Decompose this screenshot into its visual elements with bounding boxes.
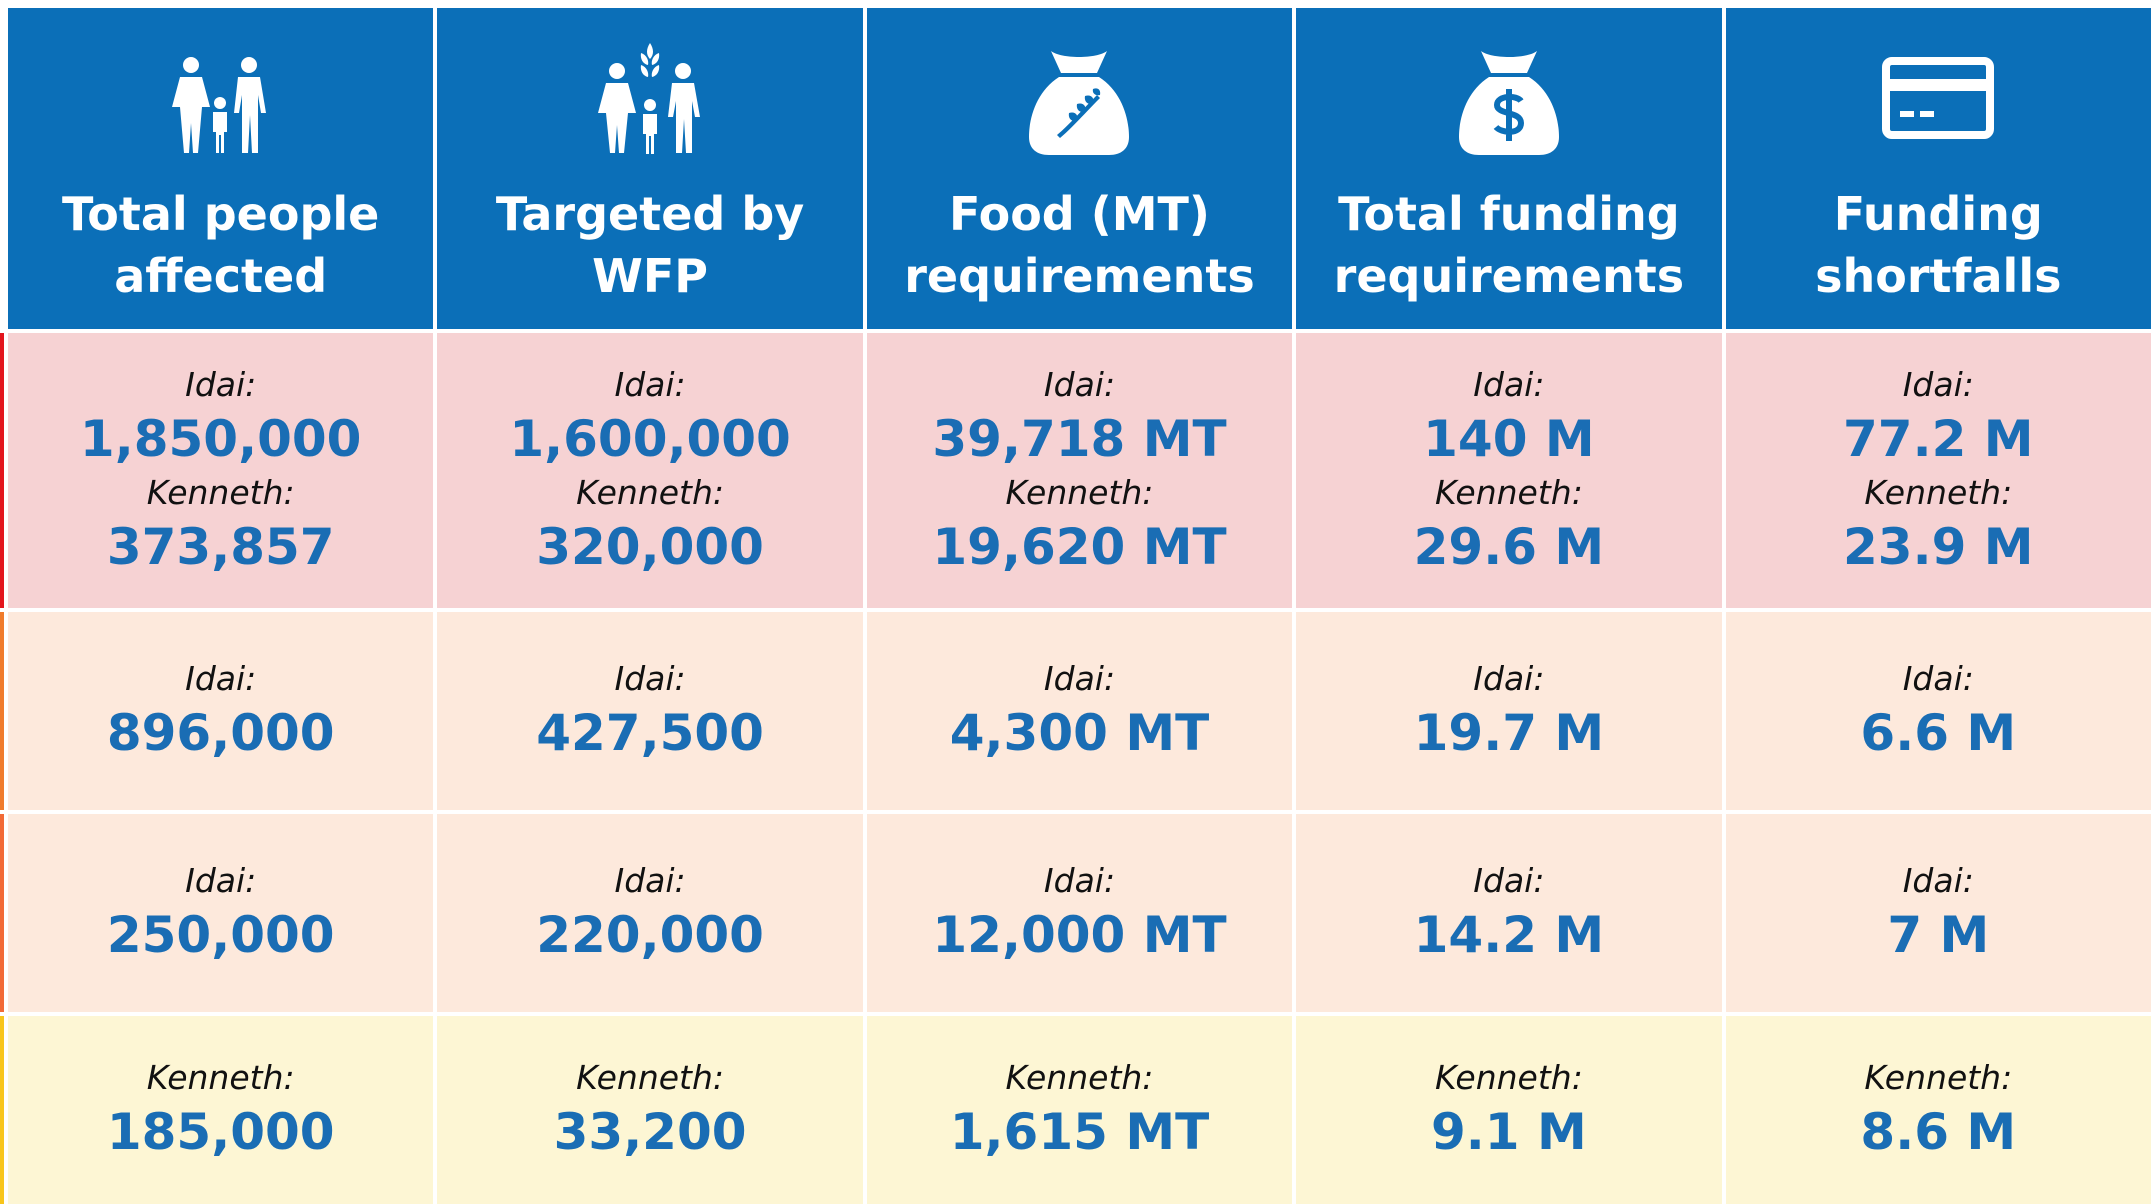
cell-label: Idai:	[1043, 861, 1116, 900]
cell-value: 9.1 M	[1431, 1103, 1587, 1161]
cell-value: 185,000	[106, 1103, 335, 1161]
cell: Kenneth: 185,000	[8, 1016, 434, 1204]
cell-label: Idai:	[185, 659, 257, 698]
column-title: Total people affected	[62, 187, 380, 303]
spacer	[0, 8, 4, 329]
cell-value: 140 M	[1423, 409, 1595, 468]
cell: Kenneth: 8.6 M	[1725, 1016, 2151, 1204]
row-accent	[0, 1016, 4, 1204]
cell-value: 427,500	[536, 704, 764, 762]
cell-label: Idai:	[1902, 659, 1974, 698]
cell-value: 1,615 MT	[949, 1103, 1210, 1161]
cell-label: Idai:	[1473, 364, 1545, 404]
cell-value: 250,000	[106, 906, 335, 964]
header-cell: Funding shortfalls	[1725, 8, 2151, 329]
header-cell: Total funding requirements	[1296, 8, 1722, 329]
cell-label: Idai:	[1043, 364, 1116, 404]
cell-value: 1,850,000	[79, 409, 362, 468]
cell-label: Kenneth:	[146, 472, 295, 512]
cell-label: Idai:	[614, 659, 686, 698]
cell-label: Kenneth:	[1005, 1058, 1154, 1097]
cell-value: 896,000	[106, 704, 335, 762]
cell-label: Idai:	[614, 364, 686, 404]
cell-value: 320,000	[536, 517, 764, 576]
header-cell: Targeted by WFP	[437, 8, 863, 329]
cell-value: 19,620 MT	[932, 517, 1227, 576]
cell: Kenneth: 1,615 MT	[866, 1016, 1293, 1204]
cell-label: Idai:	[614, 861, 686, 900]
column-title: Food (MT) requirements	[904, 187, 1255, 303]
cell-label: Kenneth:	[1005, 472, 1154, 512]
cell: Idai: 14.2 M	[1296, 814, 1722, 1012]
cell-label: Idai:	[185, 364, 257, 404]
column-title: Total funding requirements	[1333, 187, 1685, 303]
cell: Kenneth: 33,200	[437, 1016, 863, 1204]
cell: Idai: 4,300 MT	[866, 612, 1293, 810]
row-accent	[0, 612, 4, 810]
cell-label: Idai:	[1902, 861, 1974, 900]
cell-label: Idai:	[1473, 861, 1545, 900]
card-icon	[1882, 57, 1995, 139]
cell-value: 77.2 M	[1843, 409, 2034, 468]
cell-label: Kenneth:	[576, 1058, 725, 1097]
cell: Idai: 12,000 MT	[866, 814, 1293, 1012]
cell-value: 12,000 MT	[932, 906, 1227, 964]
cell-label: Idai:	[1902, 364, 1974, 404]
row-accent	[0, 814, 4, 1012]
cell-value: 29.6 M	[1413, 517, 1605, 576]
column-title: Funding shortfalls	[1815, 187, 2062, 303]
header-cell: Total people affected	[8, 8, 434, 329]
cell: Idai: 6.6 M	[1725, 612, 2151, 810]
family-icon	[171, 57, 266, 153]
cell: Idai: 427,500	[437, 612, 863, 810]
cell-value: 39,718 MT	[932, 409, 1227, 468]
column-title: Targeted by WFP	[495, 187, 805, 303]
cell: Idai: 77.2 M Kenneth: 23.9 M	[1725, 333, 2151, 608]
family-grain-icon	[598, 43, 701, 154]
money-bag-icon	[1458, 51, 1559, 155]
cell-value: 6.6 M	[1860, 704, 2017, 762]
cell-value: 14.2 M	[1413, 906, 1605, 964]
cell: Idai: 19.7 M	[1296, 612, 1722, 810]
cell-label: Idai:	[1043, 659, 1116, 698]
cell-value: 19.7 M	[1413, 704, 1605, 762]
cell-value: 7 M	[1887, 906, 1990, 964]
cell-value: 220,000	[536, 906, 764, 964]
cell: Idai: 896,000	[8, 612, 434, 810]
cell-label: Kenneth:	[146, 1058, 295, 1097]
row-accent	[0, 333, 4, 608]
cell: Idai: 7 M	[1725, 814, 2151, 1012]
cell-label: Idai:	[1473, 659, 1545, 698]
header-cell: Food (MT) requirements	[866, 8, 1293, 329]
cell-value: 8.6 M	[1860, 1103, 2017, 1161]
cell-label: Idai:	[185, 861, 257, 900]
cell-value: 373,857	[106, 517, 335, 576]
cell-value: 23.9 M	[1843, 517, 2034, 576]
cell: Kenneth: 9.1 M	[1296, 1016, 1722, 1204]
cell: Idai: 1,600,000 Kenneth: 320,000	[437, 333, 863, 608]
cell-label: Kenneth:	[576, 472, 725, 512]
cell: Idai: 1,850,000 Kenneth: 373,857	[8, 333, 434, 608]
cell: Idai: 220,000	[437, 814, 863, 1012]
cell-label: Kenneth:	[1864, 472, 2013, 512]
cell: Idai: 140 M Kenneth: 29.6 M	[1296, 333, 1722, 608]
cell: Idai: 39,718 MT Kenneth: 19,620 MT	[866, 333, 1293, 608]
cell-label: Kenneth:	[1434, 1058, 1583, 1097]
cell-label: Kenneth:	[1864, 1058, 2013, 1097]
cell-value: 33,200	[553, 1103, 747, 1161]
cell-label: Kenneth:	[1434, 472, 1583, 512]
food-bag-icon	[1029, 51, 1130, 155]
cell-value: 1,600,000	[509, 409, 791, 468]
cell-value: 4,300 MT	[949, 704, 1210, 762]
cell: Idai: 250,000	[8, 814, 434, 1012]
